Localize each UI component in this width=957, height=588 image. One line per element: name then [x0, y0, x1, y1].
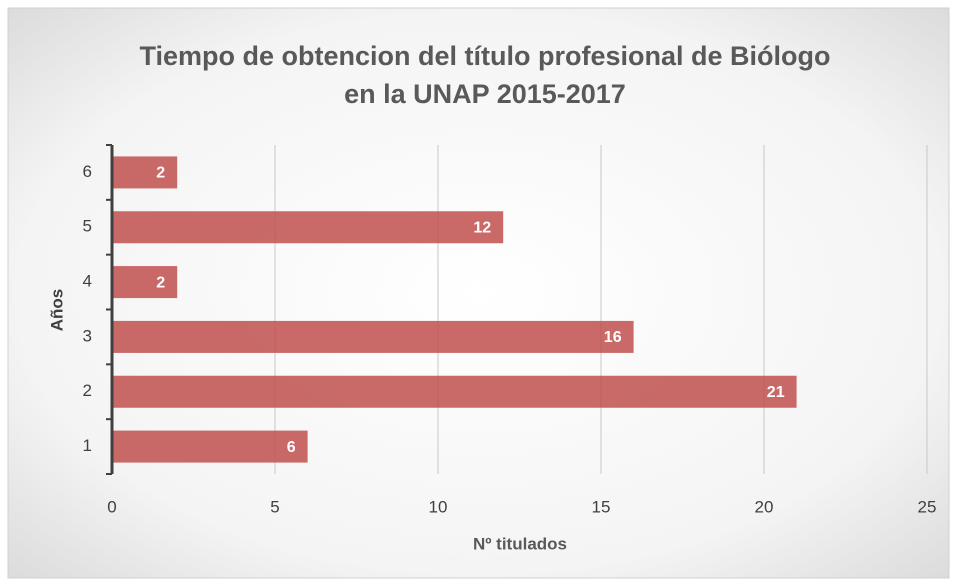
data-label: 12	[473, 219, 491, 236]
y-tick-label: 1	[83, 436, 92, 455]
y-tick-label: 3	[83, 326, 92, 345]
bar	[112, 266, 178, 299]
data-label: 21	[767, 384, 785, 401]
bar	[112, 320, 634, 353]
x-tick-label: 15	[592, 497, 611, 516]
data-label: 16	[604, 329, 622, 346]
data-label: 6	[287, 439, 296, 456]
bar	[112, 430, 308, 463]
y-tick-label: 2	[83, 381, 92, 400]
data-label: 2	[156, 165, 165, 182]
x-tick-label: 0	[107, 497, 116, 516]
x-axis-label: Nº titulados	[473, 534, 567, 553]
chart-title: Tiempo de obtencion del título profesion…	[139, 41, 830, 71]
y-tick-label: 6	[83, 162, 92, 181]
y-axis-label: Años	[47, 289, 66, 332]
x-tick-label: 25	[918, 497, 937, 516]
y-tick-label: 4	[83, 272, 92, 291]
y-tick-label: 5	[83, 217, 92, 236]
x-tick-label: 5	[270, 497, 279, 516]
bar	[112, 375, 797, 408]
data-label: 2	[156, 274, 165, 291]
chart-title: en la UNAP 2015-2017	[344, 79, 626, 109]
bar	[112, 156, 178, 189]
x-tick-label: 20	[755, 497, 774, 516]
x-tick-label: 10	[429, 497, 448, 516]
bar	[112, 211, 504, 244]
